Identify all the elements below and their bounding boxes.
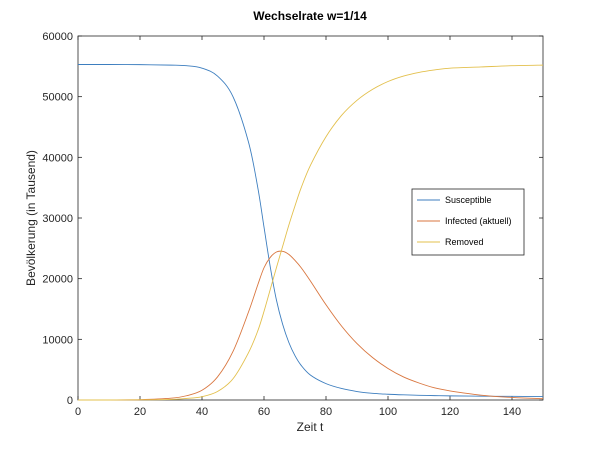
y-tick-label: 20000 xyxy=(42,274,73,286)
y-tick-label: 30000 xyxy=(42,213,73,225)
x-tick-label: 100 xyxy=(379,406,397,418)
x-tick-label: 80 xyxy=(320,406,332,418)
y-tick-label: 60000 xyxy=(42,31,73,43)
y-axis-label: Bevölkerung (in Tausend) xyxy=(24,150,38,286)
x-tick-label: 0 xyxy=(75,406,81,418)
legend-label: Susceptible xyxy=(445,195,492,205)
y-tick-label: 50000 xyxy=(42,92,73,104)
legend-label: Infected (aktuell) xyxy=(445,216,512,226)
y-tick-label: 10000 xyxy=(42,334,73,346)
x-tick-label: 60 xyxy=(258,406,270,418)
x-tick-label: 40 xyxy=(196,406,208,418)
y-tick-label: 0 xyxy=(67,395,73,407)
legend: Susceptible Infected (aktuell) Removed xyxy=(411,188,525,256)
x-axis-label: Zeit t xyxy=(297,420,324,434)
x-tick-label: 140 xyxy=(503,406,521,418)
series-line-1 xyxy=(77,250,544,401)
legend-label: Removed xyxy=(445,237,484,247)
x-tick-label: 120 xyxy=(441,406,459,418)
series-line-2 xyxy=(77,64,544,401)
x-tick-label: 20 xyxy=(134,406,146,418)
y-tick-label: 40000 xyxy=(42,152,73,164)
chart-title: Wechselrate w=1/14 xyxy=(253,9,367,23)
series-line-0 xyxy=(77,64,544,397)
